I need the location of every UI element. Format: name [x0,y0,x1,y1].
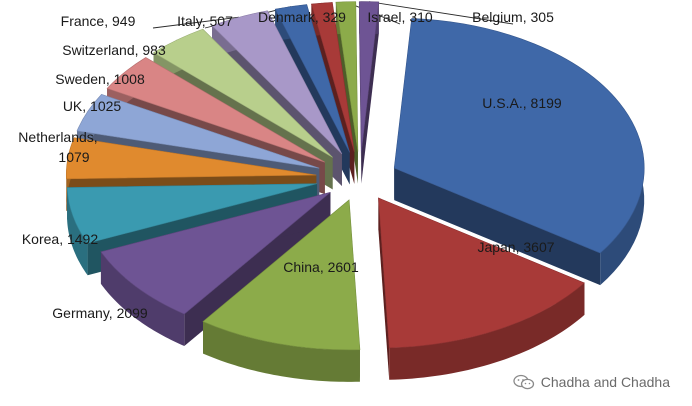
label-china: China, 2601 [283,259,359,275]
label-netherlands: Netherlands, 1079 [18,129,97,165]
label-sweden: Sweden, 1008 [55,71,145,87]
slice-netherlands [66,137,317,180]
label-germany: Germany, 2099 [52,305,148,321]
label-france: France, 949 [61,13,136,29]
slice-side-japan [389,282,585,380]
label-belgium: Belgium, 305 [472,9,554,25]
slice-u-s-a [393,18,645,254]
slice-sweden [106,57,325,163]
leader-france [152,16,240,29]
slice-denmark [311,2,355,152]
slice-wall-japan-1 [378,197,390,380]
slice-italy [274,4,350,153]
watermark-text: Chadha and Chadha [540,374,670,390]
label-italy: Italy, 507 [177,13,233,29]
slice-france [211,10,343,155]
label-israel: Israel, 310 [367,9,433,25]
slice-israel [335,1,359,152]
slice-tops [66,1,645,351]
label-japan: Japan, 3607 [477,239,554,255]
label-uk: UK, 1025 [63,98,122,114]
slice-wall-u-s-a-1 [394,168,601,286]
slice-uk [76,94,320,169]
slice-germany [100,192,331,315]
leader-belgium [368,1,514,25]
slice-side-china [203,321,360,382]
watermark: Chadha and Chadha [513,374,670,390]
slice-korea [66,183,318,244]
label-denmark: Denmark, 329 [258,9,346,25]
label-u-s-a: U.S.A., 8199 [482,95,562,111]
slice-wall-belgium-1 [361,1,379,184]
label-switzerland: Switzerland, 983 [62,42,166,58]
slice-labels: U.S.A., 8199 Japan, 3607 China, 2601 German… [18,9,562,321]
slice-china [202,199,361,351]
slice-switzerland [153,28,333,158]
slice-side-korea [67,187,88,276]
label-korea: Korea, 1492 [22,231,98,247]
slice-japan [378,197,585,349]
wechat-icon [513,374,534,390]
slice-belgium [358,1,380,152]
